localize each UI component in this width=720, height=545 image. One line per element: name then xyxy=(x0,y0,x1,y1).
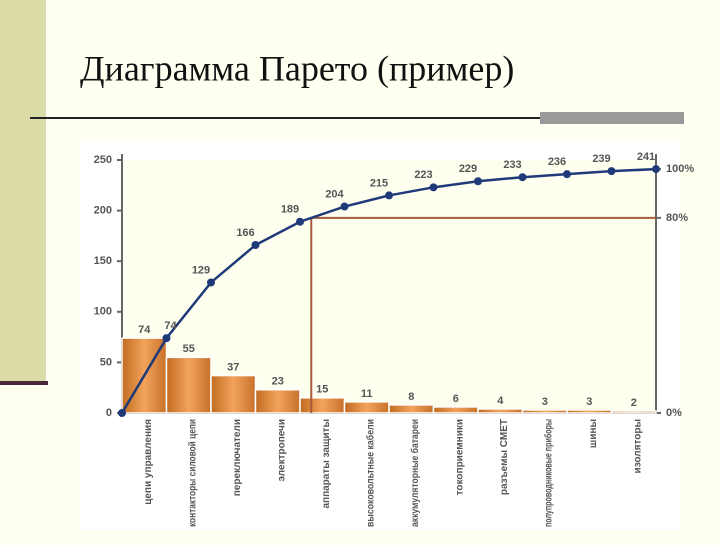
cumulative-label: 239 xyxy=(592,153,610,165)
line-origin xyxy=(118,409,126,417)
bar xyxy=(254,388,301,414)
x-tick-label: полупроводниковые приборы xyxy=(542,419,554,527)
side-band xyxy=(0,0,46,383)
x-tick-label: высоковольтные кабели xyxy=(364,419,376,527)
cumulative-label: 233 xyxy=(503,159,521,171)
cumulative-label: 236 xyxy=(548,156,566,168)
x-tick-label: изоляторы xyxy=(632,419,643,473)
cumulative-label: 229 xyxy=(459,163,477,175)
cumulative-label: 215 xyxy=(370,177,388,189)
cumulative-label: 204 xyxy=(325,188,344,200)
x-tick-label: контакторы силовой цепи xyxy=(187,419,198,527)
bar xyxy=(299,397,346,414)
y-tick-label: 150 xyxy=(94,255,112,267)
bar-label: 8 xyxy=(408,391,414,403)
bar-label: 11 xyxy=(361,388,373,400)
y-tick-label: 100 xyxy=(94,306,112,318)
bar xyxy=(566,409,613,414)
bar xyxy=(610,410,657,414)
side-band-edge xyxy=(0,381,48,385)
y2-tick-label: 100% xyxy=(666,163,694,175)
slide-title: Диаграмма Парето (пример) xyxy=(80,48,514,88)
bar xyxy=(343,401,390,414)
x-tick-label: переключатели xyxy=(232,419,243,496)
cumulative-label: 189 xyxy=(281,204,299,216)
cumulative-label: 241 xyxy=(637,151,655,163)
x-tick-label: разъемы СМЕТ xyxy=(499,419,510,495)
y2-tick-label: 80% xyxy=(666,212,688,224)
y-tick-label: 0 xyxy=(106,407,112,419)
bar xyxy=(210,374,257,414)
bar xyxy=(432,406,479,414)
bar-label: 15 xyxy=(316,384,328,396)
bar-label: 4 xyxy=(497,395,504,407)
cumulative-label: 129 xyxy=(192,264,210,276)
cumulative-point xyxy=(563,170,571,179)
title-rule-block xyxy=(540,112,684,124)
y-tick-label: 50 xyxy=(100,356,112,368)
cumulative-point xyxy=(207,278,215,287)
bar-label: 3 xyxy=(542,396,548,408)
x-tick-label: аккумуляторные батареи xyxy=(409,419,421,527)
bar-label: 55 xyxy=(183,343,195,355)
cumulative-label: 223 xyxy=(414,169,432,181)
bar-label: 6 xyxy=(453,393,459,405)
bar-label: 2 xyxy=(631,397,637,409)
cumulative-point xyxy=(251,241,260,250)
bar xyxy=(165,356,212,414)
cumulative-point xyxy=(429,183,438,192)
cumulative-label: 166 xyxy=(236,227,254,239)
cumulative-point xyxy=(652,165,660,174)
bar-label: 23 xyxy=(272,376,284,388)
x-tick-label: цепи управления xyxy=(143,419,154,505)
cumulative-point xyxy=(474,177,482,186)
y-tick-label: 250 xyxy=(94,154,112,166)
bar xyxy=(521,409,568,414)
bar-label: 37 xyxy=(227,361,239,373)
bar-label: 74 xyxy=(138,324,151,336)
x-tick-label: шины xyxy=(588,419,599,448)
cumulative-point xyxy=(296,217,304,226)
cumulative-label: 74 xyxy=(164,320,177,332)
x-tick-label: электропечи xyxy=(276,419,287,481)
x-tick-label: токоприемники xyxy=(454,419,465,495)
cumulative-point xyxy=(385,191,393,200)
y-tick-label: 200 xyxy=(94,205,112,217)
cumulative-point xyxy=(518,173,527,182)
cumulative-point xyxy=(162,334,171,343)
bar xyxy=(388,404,435,414)
cumulative-point xyxy=(340,202,349,211)
bar-label: 3 xyxy=(586,396,592,408)
bar xyxy=(477,408,524,414)
cumulative-point xyxy=(607,167,616,176)
x-tick-label: аппараты защиты xyxy=(321,419,332,509)
y2-tick-label: 0% xyxy=(666,407,682,419)
